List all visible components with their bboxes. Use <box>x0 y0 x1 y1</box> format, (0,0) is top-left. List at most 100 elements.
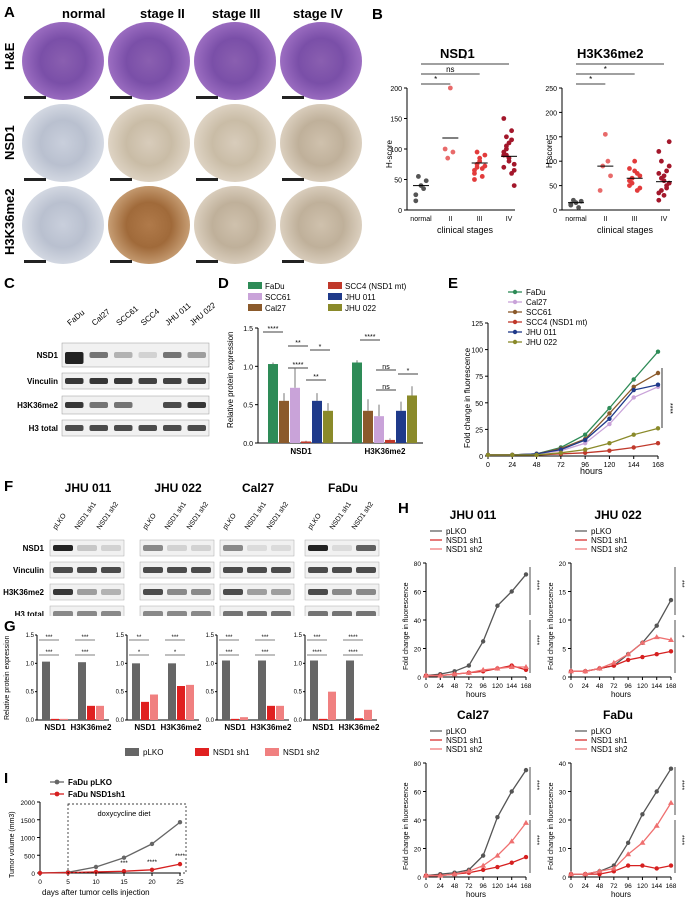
y-tick-label: 0 <box>562 875 566 882</box>
core-he-stage-ii <box>108 22 190 100</box>
y-tick-label: 0 <box>553 208 557 215</box>
bar <box>150 694 158 720</box>
y-tick-label: 500 <box>24 853 35 860</box>
sig-label: * <box>434 75 437 84</box>
series-line <box>571 636 672 672</box>
blot-strip <box>49 583 125 601</box>
blot-band <box>223 567 243 573</box>
series-line <box>39 863 181 874</box>
data-point <box>558 450 564 456</box>
legend-label: pLKO <box>591 727 611 736</box>
panel-label-g: G <box>4 618 16 635</box>
sig-label: * <box>463 55 466 64</box>
y-tick-label: 2000 <box>21 800 36 807</box>
legend-label: NSD1 sh1 <box>446 736 483 745</box>
y-tick-label: 0.5 <box>116 690 125 696</box>
data-point <box>631 395 636 400</box>
blot-band <box>138 378 157 384</box>
data-point <box>656 171 662 176</box>
i-xlabel: days after tumor cells injection <box>42 888 150 897</box>
tissue-grid <box>20 20 365 265</box>
scale-bar <box>110 178 132 181</box>
core-nsd1-normal <box>22 104 104 182</box>
blot-band <box>167 567 187 573</box>
x-tick-label: normal <box>410 216 432 223</box>
data-point <box>509 860 514 865</box>
panel-d-chart: FaDu SCC61 Cal27 SCC4 (NSD1 mt) JHU 011 JHU 0… <box>226 282 423 456</box>
series-line <box>426 666 526 677</box>
legend-label: pLKO <box>143 748 163 757</box>
data-point <box>640 812 645 817</box>
x-tick-label: 15 <box>120 879 128 886</box>
data-point <box>582 447 588 452</box>
legend-marker <box>512 299 518 305</box>
bar <box>407 395 417 443</box>
data-point <box>534 452 539 458</box>
legend-swatch <box>195 748 209 756</box>
data-point <box>666 163 672 169</box>
blot-band <box>271 611 291 616</box>
data-point <box>655 426 661 431</box>
data-point <box>416 174 421 179</box>
data-point <box>121 855 127 860</box>
y-tick-label: 20 <box>414 847 422 854</box>
x-tick-label: 168 <box>521 883 532 890</box>
data-point <box>576 205 581 210</box>
bar <box>355 718 363 720</box>
x-tick-label: 96 <box>480 883 488 890</box>
blot-band <box>143 545 163 551</box>
data-point <box>654 652 659 657</box>
y-tick-label: 250 <box>545 86 557 93</box>
data-point <box>510 452 515 458</box>
y-tick-label: 150 <box>390 117 402 124</box>
legend-label: NSD1 sh2 <box>283 748 320 757</box>
row-label: Vinculin <box>27 377 58 386</box>
blot-band <box>89 402 108 408</box>
row-label: H3K36me2 <box>3 588 44 597</box>
bar <box>231 718 239 720</box>
lane-label: JHU 011 <box>164 301 194 328</box>
blot-band <box>271 589 291 595</box>
blot-band <box>65 352 84 364</box>
legend-label: SCC4 (NSD1 mt) <box>526 318 588 327</box>
blot-strip <box>49 539 125 557</box>
y-tick-label: 0.0 <box>294 718 303 724</box>
blot-band <box>101 567 121 573</box>
blot-strip <box>219 539 295 557</box>
data-point <box>631 432 636 437</box>
data-point <box>479 174 485 179</box>
bar <box>60 718 68 720</box>
data-point <box>508 664 515 670</box>
blot-band <box>191 545 211 551</box>
data-point <box>582 437 588 443</box>
data-point <box>494 665 501 671</box>
y-tick-label: 80 <box>414 561 422 568</box>
blot-band <box>247 567 267 573</box>
group-title: JHU 011 <box>65 481 112 495</box>
lane-label: JHU 022 <box>188 300 215 327</box>
x-tick-label: 24 <box>437 683 445 690</box>
legend-label: JHU 022 <box>345 304 377 313</box>
sig-label: ** <box>295 340 301 347</box>
bar <box>310 660 318 720</box>
y-tick-label: 50 <box>475 401 483 408</box>
data-point <box>582 871 589 877</box>
legend-label: SCC61 <box>526 308 552 317</box>
x-tick-label: 120 <box>492 683 503 690</box>
blot-band <box>167 545 187 551</box>
x-tick-label: 96 <box>581 462 589 469</box>
lane-label: NSD1 sh1 <box>74 501 98 531</box>
scale-bar <box>196 260 218 263</box>
x-tick-label: 144 <box>506 683 517 690</box>
x-tick-label: 0 <box>424 883 428 890</box>
blot-band <box>77 567 97 573</box>
core-h3k36me2-stage-iv <box>280 186 362 264</box>
x-tick-label: 24 <box>437 883 445 890</box>
data-point <box>668 766 674 771</box>
data-point <box>608 173 613 179</box>
y-tick-label: 1000 <box>21 836 36 843</box>
data-point <box>447 85 453 91</box>
sig-label: *** <box>171 635 179 641</box>
y-tick-label: 0.5 <box>206 690 215 696</box>
